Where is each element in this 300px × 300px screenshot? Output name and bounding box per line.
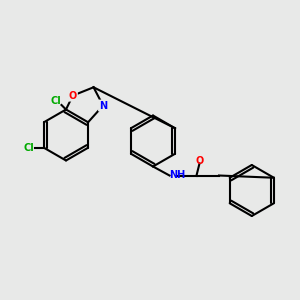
Text: Cl: Cl — [23, 143, 34, 153]
Text: NH: NH — [169, 170, 186, 181]
Text: O: O — [195, 155, 204, 166]
Text: Cl: Cl — [50, 95, 61, 106]
Text: N: N — [99, 100, 107, 111]
Text: O: O — [69, 91, 77, 100]
